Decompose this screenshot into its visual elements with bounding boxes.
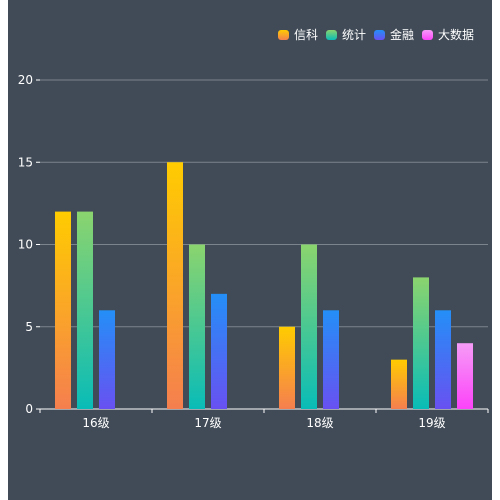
- bar-统计-19级[interactable]: [413, 277, 429, 409]
- bar-信科-17级[interactable]: [167, 162, 183, 409]
- x-tick-label: 19级: [418, 416, 445, 430]
- bar-统计-16级[interactable]: [77, 211, 93, 409]
- x-tick-label: 18级: [306, 416, 333, 430]
- x-tick-label: 16级: [82, 416, 109, 430]
- bar-信科-16级[interactable]: [55, 211, 71, 409]
- y-tick-label: 0: [25, 402, 33, 416]
- legend-label-信科[interactable]: 信科: [294, 28, 318, 42]
- legend: 信科 统计 金融 大数据: [278, 27, 474, 42]
- bar-大数据-19级[interactable]: [457, 343, 473, 409]
- bar-金融-17级[interactable]: [211, 293, 227, 409]
- y-tick-label: 20: [18, 73, 33, 87]
- bars: [55, 162, 473, 409]
- bar-金融-16级[interactable]: [99, 310, 115, 409]
- x-tick-label: 17级: [194, 416, 221, 430]
- bar-统计-18级[interactable]: [301, 244, 317, 410]
- legend-swatch-统计[interactable]: [326, 30, 337, 40]
- y-tick-label: 5: [25, 320, 33, 334]
- bar-信科-19级[interactable]: [391, 359, 407, 409]
- y-tick-label: 10: [18, 238, 33, 252]
- legend-label-大数据[interactable]: 大数据: [438, 27, 474, 42]
- legend-swatch-信科[interactable]: [278, 30, 289, 40]
- bar-金融-18级[interactable]: [323, 310, 339, 409]
- legend-label-统计[interactable]: 统计: [342, 28, 366, 42]
- legend-label-金融[interactable]: 金融: [390, 27, 414, 42]
- legend-swatch-金融[interactable]: [374, 30, 385, 40]
- legend-swatch-大数据[interactable]: [422, 30, 433, 40]
- y-tick-label: 15: [18, 155, 33, 169]
- bar-信科-18级[interactable]: [279, 326, 295, 409]
- bar-金融-19级[interactable]: [435, 310, 451, 409]
- axes: 0 5 10 15 20 16级 17级 18级 19级: [18, 73, 489, 430]
- bar-统计-17级[interactable]: [189, 244, 205, 410]
